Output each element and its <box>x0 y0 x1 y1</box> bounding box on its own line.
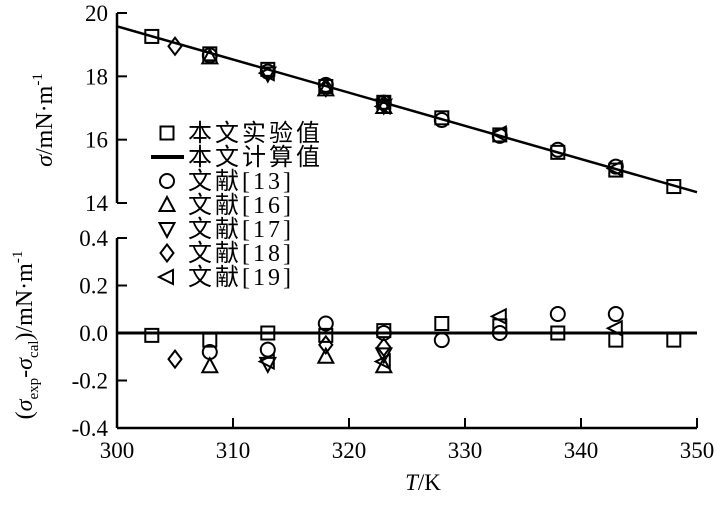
bottom-panel-markers <box>144 306 682 374</box>
residual-marker-circle <box>201 344 218 360</box>
legend-label: 文献[18] <box>188 240 294 267</box>
x-tick-label: 310 <box>216 438 251 463</box>
x-tick-label: 350 <box>680 438 715 463</box>
top-marker-square <box>492 127 508 143</box>
bottom-y-tick-label: 0.2 <box>79 274 108 299</box>
top-y-axis: 20 18 16 14 σ/mN·m-1 <box>30 1 127 216</box>
top-y-tick-label: 20 <box>85 1 108 26</box>
top-marker-square <box>202 46 218 62</box>
bottom-y-axis-title: (σexp-σcal)/mN·m-1 <box>10 251 42 420</box>
bottom-y-tick-label: 0.0 <box>79 321 108 346</box>
top-marker-square <box>608 162 624 178</box>
residual-marker-square <box>434 316 450 331</box>
legend-marker-circle <box>159 173 175 189</box>
legend-label: 文献[16] <box>188 192 294 219</box>
residual-marker-circle <box>317 315 334 332</box>
legend-label: 本文计算值 <box>188 144 323 171</box>
top-marker-square <box>318 78 334 94</box>
legend-label: 本文实验值 <box>188 120 323 147</box>
legend-marker-diamond <box>159 242 175 264</box>
top-marker-square <box>144 28 160 44</box>
residual-marker-circle <box>433 332 450 349</box>
bottom-y-tick-label: -0.4 <box>72 416 109 441</box>
x-axis-title: T/K <box>405 470 441 495</box>
legend-marker-triangle-left <box>156 268 174 286</box>
residual-marker-circle <box>549 306 566 322</box>
residual-marker-circle <box>607 306 624 322</box>
bottom-y-tick-label: -0.2 <box>72 369 108 394</box>
residual-marker-triangle-up <box>374 356 393 374</box>
residual-marker-square <box>202 332 218 348</box>
residual-marker-triangle-down <box>258 356 277 374</box>
top-marker-square <box>550 144 566 160</box>
residual-marker-square <box>608 332 624 348</box>
top-marker-triangle-up <box>316 79 335 97</box>
top-marker-triangle-down <box>258 66 277 84</box>
top-y-tick-label: 18 <box>85 64 108 89</box>
x-tick-label: 330 <box>448 438 483 463</box>
top-y-axis-title: σ/mN·m-1 <box>30 73 58 167</box>
residual-marker-square <box>492 318 508 334</box>
residual-marker-triangle-up <box>200 356 219 374</box>
legend-marker-square <box>159 125 175 141</box>
x-tick-label: 340 <box>564 438 599 463</box>
top-marker-square <box>434 110 450 126</box>
calculated-line <box>116 25 698 194</box>
legend-label: 文献[17] <box>188 216 294 243</box>
residual-marker-square <box>550 325 566 341</box>
residual-marker-triangle-up <box>316 346 335 364</box>
legend-label: 文献[19] <box>188 264 294 291</box>
residual-marker-square <box>260 325 276 341</box>
top-marker-square <box>260 61 276 77</box>
residual-marker-square <box>666 332 682 348</box>
residual-marker-triangle-down <box>374 347 393 365</box>
top-panel-markers <box>144 28 682 195</box>
bottom-y-tick-label: 0.4 <box>79 226 108 251</box>
top-marker-diamond <box>167 36 183 57</box>
x-tick-label: 320 <box>332 438 367 463</box>
residual-marker-diamond <box>376 337 392 358</box>
top-y-tick-label: 14 <box>85 191 109 216</box>
top-marker-square <box>666 179 682 195</box>
bottom-y-axis: 0.4 0.2 0.0 -0.2 -0.4 (σexp-σcal)/mN·m-1 <box>10 226 127 441</box>
legend-marker-triangle-down <box>157 222 177 240</box>
residual-marker-square <box>376 323 392 339</box>
residual-marker-triangle-left <box>605 319 623 337</box>
residual-marker-diamond <box>167 348 183 370</box>
top-y-tick-label: 16 <box>85 128 108 153</box>
top-marker-triangle-up <box>374 96 393 115</box>
residual-marker-square <box>144 327 160 343</box>
legend-marker-triangle-up <box>157 194 177 212</box>
calc-line <box>116 25 698 194</box>
x-tick-label: 300 <box>100 438 135 463</box>
residual-marker-circle <box>259 341 276 358</box>
x-axis: 300 310 320 330 340 350 T/K <box>100 418 715 495</box>
legend-label: 文献[13] <box>188 168 294 195</box>
residual-marker-square <box>318 327 334 343</box>
top-marker-square <box>376 94 392 110</box>
